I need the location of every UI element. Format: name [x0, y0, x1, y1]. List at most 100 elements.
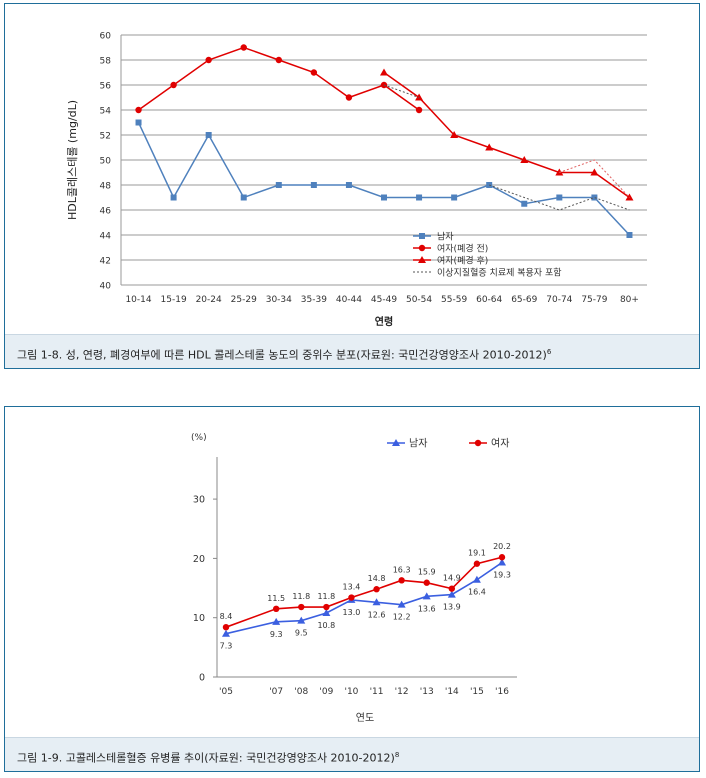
x-tick-label: 65-69: [511, 295, 537, 305]
figure-2-caption: 그림 1-9. 고콜레스테롤혈증 유병률 추이(자료원: 국민건강영양조사 20…: [5, 737, 699, 771]
data-point: [170, 194, 177, 201]
data-point: [416, 194, 423, 201]
y-tick-label: 52: [100, 132, 111, 142]
data-point: [275, 56, 282, 64]
y-tick-label: 56: [100, 82, 112, 92]
data-point: [415, 106, 423, 114]
series-2: [380, 68, 634, 201]
y-tick-label: 44: [100, 232, 112, 242]
legend-label: 남자: [437, 232, 454, 243]
series-1: 8.4 11.5 11.8 11.8 13.4 14.8 16.3 15.9 14.9 19.1 2…: [220, 542, 511, 631]
series-0: [135, 119, 633, 238]
data-point: [310, 69, 318, 76]
data-point: [521, 200, 528, 207]
x-tick-label: '16: [495, 687, 509, 697]
x-tick-label: '12: [395, 687, 409, 697]
data-point: [170, 81, 177, 89]
data-label: 10.8: [317, 621, 335, 630]
y-tick-label: 42: [100, 257, 111, 267]
series-4: [559, 159, 630, 198]
data-point: [397, 600, 406, 608]
x-tick-label: '05: [219, 687, 233, 697]
legend-marker: [418, 256, 426, 263]
data-point: [380, 68, 388, 76]
data-point: [626, 232, 633, 238]
x-tick-label: 10-14: [125, 295, 151, 305]
data-label: 15.9: [418, 568, 436, 577]
data-point: [205, 132, 212, 138]
data-point: [591, 194, 598, 201]
x-tick-label: 50-54: [406, 295, 432, 305]
legend-marker: [392, 439, 400, 446]
series-line: [383, 71, 630, 199]
data-point: [472, 575, 481, 583]
data-point: [297, 616, 306, 624]
x-tick-label: '09: [319, 687, 333, 697]
series-line: [383, 84, 420, 98]
legend-marker: [418, 244, 426, 252]
data-label: 14.9: [443, 574, 461, 583]
data-label: 13.6: [418, 604, 436, 613]
x-axis-title: 연령: [375, 315, 393, 328]
data-point: [222, 623, 230, 631]
data-label: 13.4: [343, 583, 361, 592]
data-label: 19.1: [468, 549, 486, 558]
series-line: [225, 556, 503, 628]
data-label: 11.8: [292, 592, 310, 601]
legend-marker: [474, 439, 482, 447]
figure-2-caption-sup: 8: [394, 751, 400, 759]
x-tick-label: '07: [269, 687, 283, 697]
y-tick-label: 48: [100, 182, 112, 192]
y-tick-label: 30: [193, 495, 205, 506]
legend-label: 여자(폐경 전): [437, 243, 488, 255]
data-point: [473, 560, 481, 567]
data-point: [135, 106, 142, 114]
legend: 남자 여자: [387, 438, 509, 450]
data-label: 11.8: [317, 592, 335, 601]
y-tick-label: 58: [100, 57, 112, 67]
data-point: [135, 119, 142, 126]
data-label: 13.9: [443, 603, 461, 612]
data-label: 14.8: [368, 574, 386, 583]
legend-marker: [419, 233, 425, 239]
x-tick-label: 35-39: [301, 295, 327, 305]
data-label: 12.6: [368, 610, 386, 619]
data-point: [381, 194, 387, 201]
y-tick-label: 46: [100, 207, 112, 217]
x-tick-label: 25-29: [231, 295, 257, 305]
data-point: [422, 592, 431, 600]
series-3: [383, 84, 630, 211]
data-point: [450, 131, 459, 138]
x-tick-label: 80+: [620, 295, 639, 305]
data-point: [298, 603, 305, 611]
data-point: [272, 605, 280, 613]
data-label: 16.4: [468, 588, 486, 597]
data-label: 12.2: [393, 613, 411, 622]
data-point: [240, 194, 247, 201]
y-tick-label: 10: [193, 613, 205, 624]
figure-1-caption-sup: 6: [546, 348, 552, 356]
data-point: [323, 603, 330, 611]
figure-1-caption: 그림 1-8. 성, 연령, 폐경여부에 따른 HDL 콜레스테롤 농도의 중위…: [5, 334, 699, 368]
y-tick-label: 20: [193, 554, 205, 565]
data-label: 11.5: [267, 594, 285, 603]
figure-2-panel: 0 10 20 30 (%) '05 '07 '08 '09 '10 '11 '12 '13 '14 '15…: [4, 406, 700, 772]
figure-1-panel: 40 42 44 46 48 50 52 54 56 58 60 10-14 15-19 20-24 25-…: [4, 3, 700, 369]
series-1: [135, 44, 423, 114]
series-line: [137, 122, 631, 236]
y-axis-title: HDL콜레스테롤 (mg/dL): [66, 100, 79, 220]
x-tick-label: 55-59: [441, 295, 467, 305]
data-label: 19.3: [493, 571, 511, 580]
x-tick-label: 75-79: [581, 295, 607, 305]
x-tick-label: '13: [420, 687, 434, 697]
x-tick-label: 15-19: [161, 295, 187, 305]
series-line: [559, 159, 630, 198]
legend-label: 이상지질혈증 치료제 복용자 포함: [437, 267, 562, 279]
y-tick-label: 54: [100, 107, 112, 117]
data-label: 8.4: [220, 612, 233, 621]
x-tick-label: 60-64: [476, 295, 502, 305]
legend-label: 남자: [409, 438, 427, 450]
series-line: [489, 184, 630, 211]
hdl-chart: 40 42 44 46 48 50 52 54 56 58 60 10-14 15-19 20-24 25-…: [66, 32, 647, 328]
